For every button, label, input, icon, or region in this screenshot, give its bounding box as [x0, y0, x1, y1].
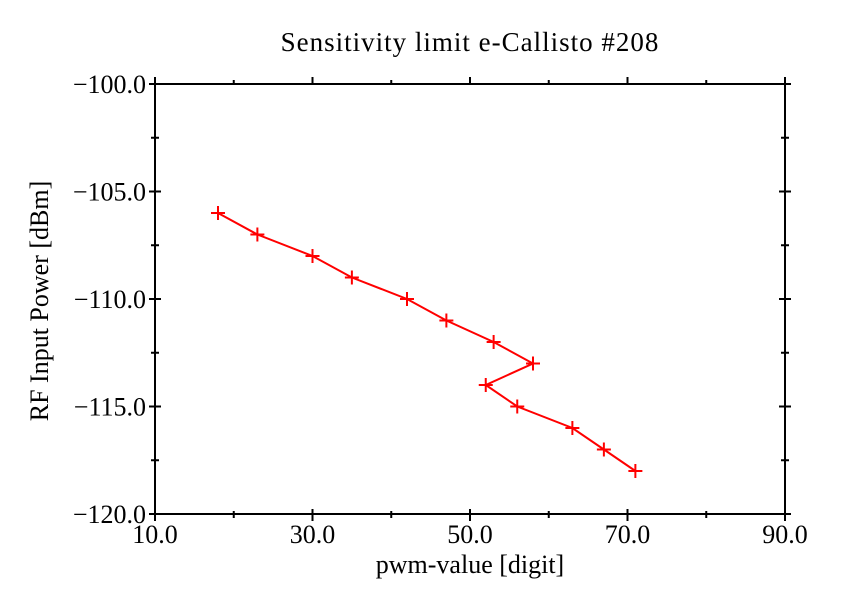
x-tick-label: 50.0 — [447, 520, 493, 549]
x-tick-label: 90.0 — [762, 520, 808, 549]
x-tick-label: 70.0 — [605, 520, 651, 549]
y-tick-label: −100.0 — [73, 70, 146, 99]
x-axis-title: pwm-value [digit] — [375, 550, 565, 579]
plot-frame — [154, 83, 786, 515]
y-tick-label: −115.0 — [74, 393, 146, 422]
x-tick-label: 10.0 — [132, 520, 178, 549]
y-tick-label: −120.0 — [73, 500, 146, 529]
y-tick-label: −110.0 — [74, 285, 146, 314]
x-tick-label: 30.0 — [290, 520, 336, 549]
y-tick-label: −105.0 — [73, 178, 146, 207]
chart-title: Sensitivity limit e-Callisto #208 — [280, 27, 660, 57]
